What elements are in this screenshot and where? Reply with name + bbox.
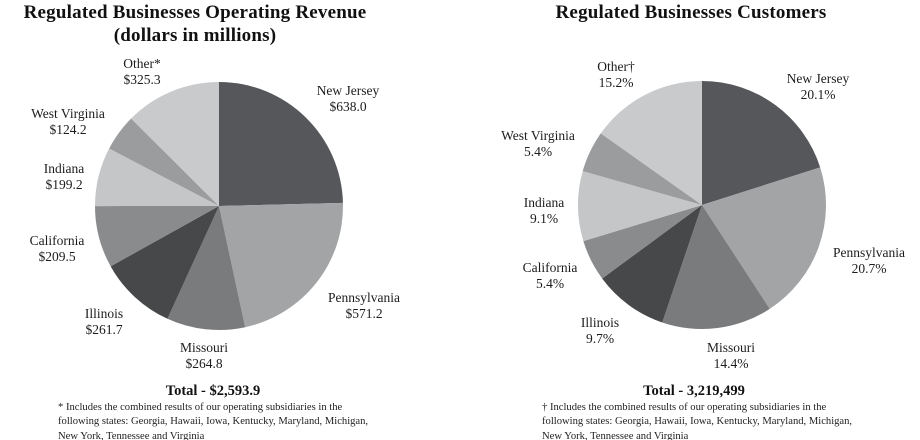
revenue-slice-west-virginia <box>109 118 219 206</box>
revenue-label-indiana-name: Indiana <box>43 161 85 176</box>
customers-label-illinois-name: Illinois <box>580 315 620 330</box>
customers-label-other-value: 15.2% <box>598 74 634 90</box>
customers-footnote-line3: New York, Tennessee and Virginia <box>542 430 689 440</box>
revenue-label-new-jersey-name: New Jersey <box>316 83 380 98</box>
revenue-slice-pennsylvania <box>219 202 344 328</box>
customers-label-california-value: 5.4% <box>535 275 565 291</box>
customers-label-illinois-value: 9.7% <box>585 330 615 346</box>
customers-slice-pennsylvania <box>702 167 827 309</box>
revenue-chart-title: Regulated Businesses Operating Revenue (… <box>0 1 415 47</box>
customers-label-other-name: Other† <box>597 59 635 74</box>
revenue-label-missouri: Missouri $264.8 <box>129 340 279 371</box>
revenue-slice-indiana <box>94 148 219 207</box>
customers-label-pennsylvania-value: 20.7% <box>851 260 887 276</box>
customers-chart-title: Regulated Businesses Customers <box>555 2 827 23</box>
customers-label-missouri-name: Missouri <box>706 340 755 355</box>
revenue-label-pennsylvania-name: Pennsylvania <box>328 290 400 305</box>
revenue-label-illinois-value: $261.7 <box>85 321 123 337</box>
customers-label-west-virginia: West Virginia 5.4% <box>463 128 613 159</box>
customers-label-west-virginia-value: 5.4% <box>523 143 553 159</box>
customers-label-illinois: Illinois 9.7% <box>525 315 675 346</box>
customers-label-new-jersey-name: New Jersey <box>786 71 850 86</box>
revenue-label-new-jersey-value: $638.0 <box>329 98 367 114</box>
revenue-slice-california <box>95 206 219 267</box>
revenue-slice-other <box>131 81 219 206</box>
customers-label-indiana-name: Indiana <box>523 195 565 210</box>
revenue-label-missouri-value: $264.8 <box>185 355 223 371</box>
customers-label-other: Other† 15.2% <box>541 59 691 90</box>
customers-label-pennsylvania-name: Pennsylvania <box>833 245 905 260</box>
revenue-label-california: California $209.5 <box>0 233 132 264</box>
revenue-slice-new-jersey <box>219 82 343 206</box>
revenue-footnote-line3: New York, Tennessee and Virginia <box>58 430 205 440</box>
revenue-footnote-line2: following states: Georgia, Hawaii, Iowa,… <box>58 416 369 428</box>
customers-footnote-line1: † Includes the combined results of our o… <box>542 402 827 413</box>
customers-slice-west-virginia <box>582 133 702 205</box>
customers-label-new-jersey-value: 20.1% <box>800 86 836 102</box>
customers-label-west-virginia-name: West Virginia <box>501 128 575 143</box>
customers-slice-missouri <box>662 205 770 329</box>
revenue-chart-title-line1: Regulated Businesses Operating Revenue <box>23 2 367 23</box>
revenue-label-illinois-name: Illinois <box>84 306 124 321</box>
revenue-label-missouri-name: Missouri <box>179 340 228 355</box>
customers-label-missouri-value: 14.4% <box>713 355 749 371</box>
customers-footnote-line2: following states: Georgia, Hawaii, Iowa,… <box>542 416 853 428</box>
customers-label-california: California 5.4% <box>475 260 625 291</box>
revenue-label-other-value: $325.3 <box>123 71 161 87</box>
revenue-label-california-value: $209.5 <box>38 248 76 264</box>
revenue-total-label: Total - $2,593.9 <box>165 383 261 399</box>
revenue-label-west-virginia-value: $124.2 <box>49 121 87 137</box>
revenue-footnote-line1: * Includes the combined results of our o… <box>58 402 343 413</box>
revenue-label-indiana: Indiana $199.2 <box>0 161 139 192</box>
revenue-label-other-name: Other* <box>123 56 161 71</box>
customers-slice-indiana <box>578 171 702 242</box>
customers-slice-california <box>583 205 702 279</box>
revenue-label-other: Other* $325.3 <box>67 56 217 87</box>
revenue-label-indiana-value: $199.2 <box>45 176 83 192</box>
revenue-label-pennsylvania-value: $571.2 <box>345 305 383 321</box>
customers-label-indiana: Indiana 9.1% <box>469 195 619 226</box>
customers-label-pennsylvania: Pennsylvania 20.7% <box>794 245 920 276</box>
customers-slice-new-jersey <box>702 81 821 205</box>
revenue-slice-illinois <box>110 206 219 319</box>
revenue-label-pennsylvania: Pennsylvania $571.2 <box>289 290 439 321</box>
revenue-label-california-name: California <box>29 233 85 248</box>
revenue-label-new-jersey: New Jersey $638.0 <box>273 83 423 114</box>
revenue-label-west-virginia-name: West Virginia <box>31 106 105 121</box>
customers-total-label: Total - 3,219,499 <box>643 383 745 399</box>
customers-slice-other <box>600 81 702 205</box>
revenue-footnote: * Includes the combined results of our o… <box>58 401 443 440</box>
revenue-chart-title-line2: (dollars in millions) <box>113 25 277 46</box>
revenue-label-west-virginia: West Virginia $124.2 <box>0 106 143 137</box>
customers-label-new-jersey: New Jersey 20.1% <box>743 71 893 102</box>
customers-label-missouri: Missouri 14.4% <box>656 340 806 371</box>
customers-footnote: † Includes the combined results of our o… <box>542 401 920 440</box>
customers-label-california-name: California <box>522 260 578 275</box>
revenue-label-illinois: Illinois $261.7 <box>29 306 179 337</box>
customers-slice-illinois <box>602 205 702 323</box>
revenue-slice-missouri <box>167 206 246 330</box>
customers-label-indiana-value: 9.1% <box>529 210 559 226</box>
